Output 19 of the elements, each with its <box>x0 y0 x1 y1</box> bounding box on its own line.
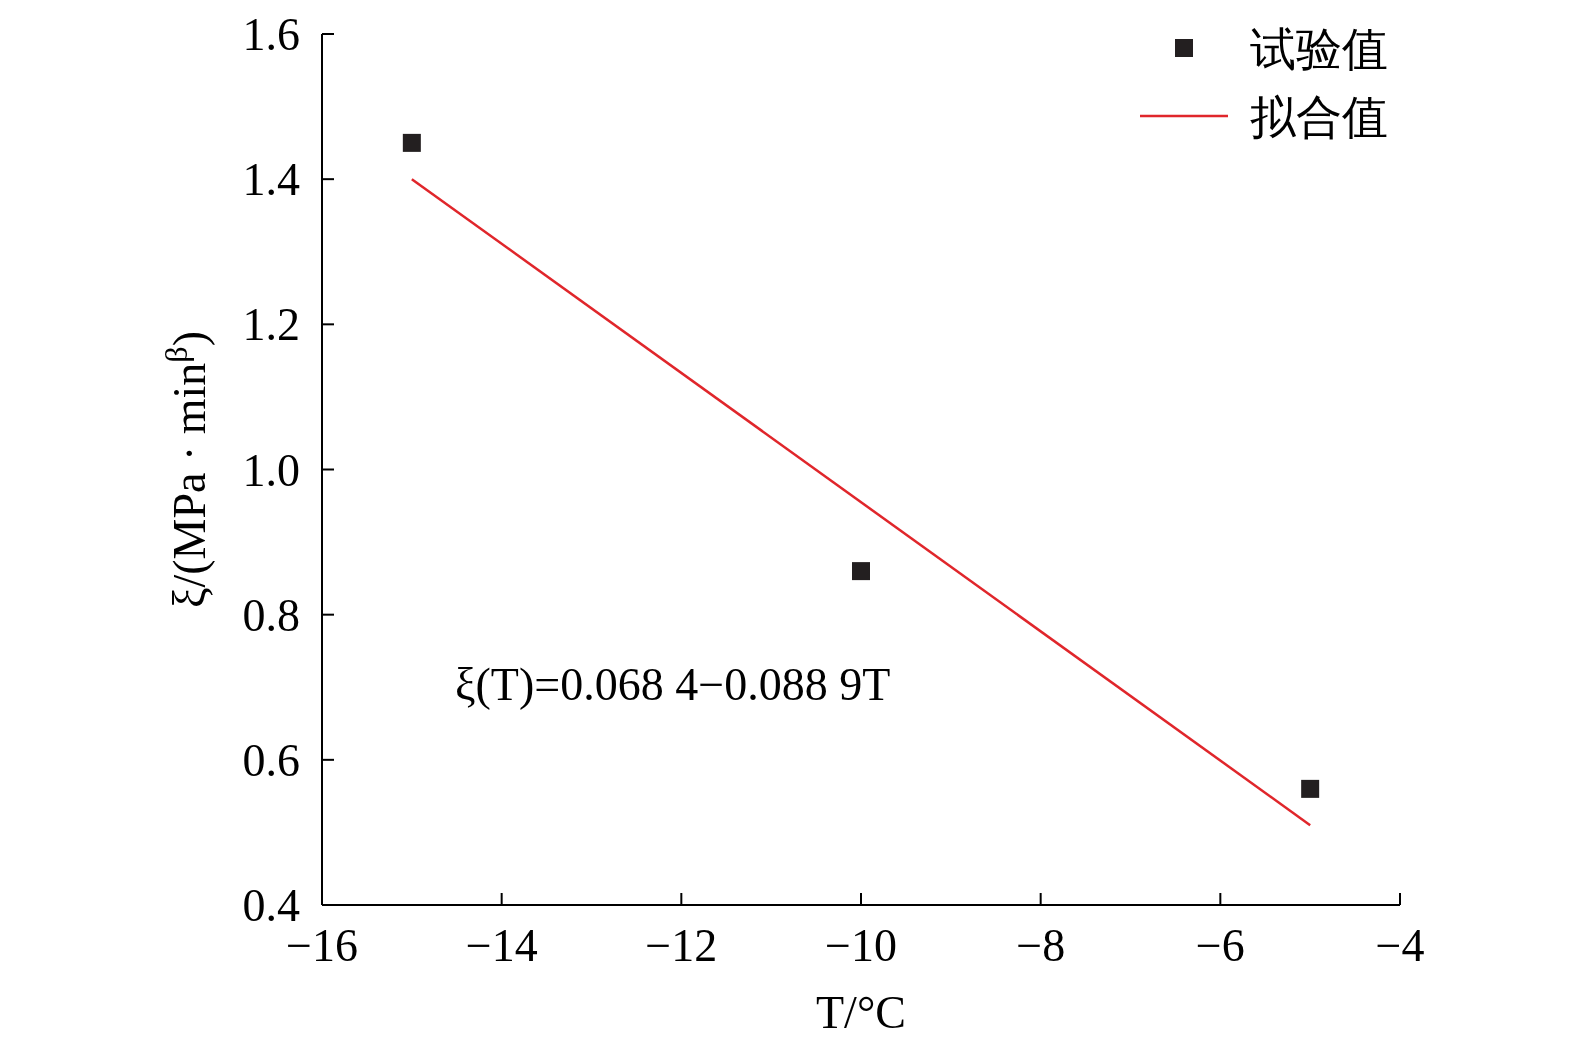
y-tick-label: 1.0 <box>242 444 300 496</box>
point <box>1301 779 1320 798</box>
annotation: ξ(T)=0.068 4−0.088 9T <box>455 659 891 710</box>
y-tick-label: 1.6 <box>242 9 300 60</box>
x-tick-label: −14 <box>465 920 538 971</box>
x-axis-title: T/°C <box>816 987 906 1038</box>
y-tick-label: 0.8 <box>242 589 300 641</box>
y-tick-label: 0.6 <box>242 734 300 786</box>
y-tick-label: 1.2 <box>242 299 300 351</box>
point <box>852 562 870 581</box>
x-tick-label: −6 <box>1195 920 1245 971</box>
legend-label: 拟合值 <box>1250 92 1388 143</box>
x-tick-label: −12 <box>645 920 718 971</box>
point <box>402 133 421 152</box>
y-tick-label: 1.4 <box>242 154 300 206</box>
x-tick-label: −10 <box>825 920 897 971</box>
x-tick-label: −8 <box>1016 920 1066 971</box>
legend-label: 试验值 <box>1250 24 1388 75</box>
x-tick-label: −4 <box>1375 920 1425 971</box>
